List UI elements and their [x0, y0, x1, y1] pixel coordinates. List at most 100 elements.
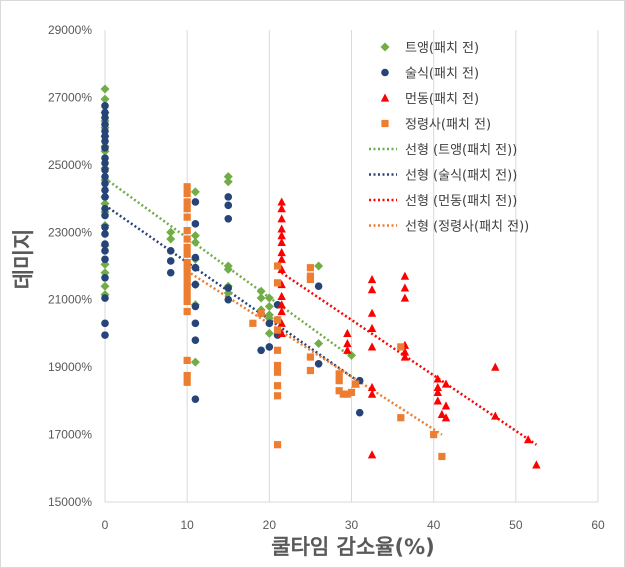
square-point	[183, 235, 191, 243]
triangle-point	[277, 291, 286, 300]
square-point	[306, 366, 315, 375]
diamond-point	[256, 293, 266, 303]
square-point	[306, 353, 315, 361]
square-point	[273, 382, 282, 390]
x-tick-label: 0	[102, 518, 109, 532]
square-point	[273, 361, 282, 370]
square-point	[183, 277, 191, 285]
diamond-point	[223, 177, 233, 187]
circle-point	[265, 319, 274, 328]
square-point	[183, 371, 191, 380]
legend-label: 선형 (정령사(패치 전))	[405, 220, 529, 235]
trendlines	[104, 177, 538, 446]
diamond-point	[166, 234, 176, 244]
legend-label: 술식(패치 전)	[405, 67, 479, 82]
circle-point	[224, 215, 233, 223]
square-point	[306, 275, 315, 284]
legend-circle-icon	[381, 68, 389, 77]
square-point	[183, 227, 191, 235]
circle-point	[191, 220, 200, 228]
triangle-point	[277, 264, 286, 273]
circle-point	[101, 319, 109, 328]
circle-point	[101, 179, 109, 188]
series-square	[183, 183, 446, 461]
legend-entry: 선형 (정령사(패치 전))	[369, 220, 529, 235]
triangle-point	[343, 328, 352, 338]
square-point	[183, 189, 191, 198]
x-tick-label: 50	[509, 518, 523, 532]
square-point	[430, 430, 438, 439]
diamond-point	[256, 286, 266, 296]
square-point	[273, 262, 282, 270]
circle-point	[166, 257, 175, 265]
legend-label: 선형 (술식(패치 전))	[405, 169, 517, 184]
circle-point	[101, 193, 109, 201]
square-point	[273, 326, 282, 334]
square-point	[183, 378, 191, 386]
triangle-point	[277, 231, 286, 240]
triangle-point	[367, 389, 377, 398]
y-tick-label: 21000%	[48, 293, 92, 307]
legend-entry: 먼동(패치 전)	[380, 92, 479, 107]
circle-point	[101, 166, 109, 174]
triangle-point	[433, 382, 442, 391]
triangle-point	[367, 323, 377, 332]
triangle-point	[343, 345, 352, 354]
y-tick-label: 15000%	[48, 495, 92, 509]
x-tick-label: 20	[263, 518, 277, 532]
legend-entry: 술식(패치 전)	[381, 67, 479, 82]
circle-point	[101, 240, 109, 248]
y-tick-label: 25000%	[48, 158, 92, 172]
square-point	[273, 279, 282, 287]
circle-point	[224, 284, 233, 292]
square-point	[335, 377, 343, 385]
diamond-point	[190, 187, 200, 197]
triangle-point	[400, 352, 410, 361]
triangle-point	[277, 328, 286, 338]
circle-point	[224, 201, 233, 210]
diamond-point	[264, 328, 274, 338]
x-tick-labels: 0 10 20 30 40 50 60	[102, 518, 605, 532]
triangle-point	[367, 274, 377, 284]
triangle-point	[367, 308, 377, 317]
legend-entry: 트앵(패치 전)	[380, 41, 479, 56]
circle-point	[101, 172, 109, 181]
square-point	[183, 250, 191, 258]
circle-point	[101, 294, 109, 302]
x-tick-label: 60	[591, 518, 605, 532]
diamond-point	[100, 84, 110, 94]
square-point	[339, 390, 347, 398]
circle-point	[101, 255, 109, 264]
circle-point	[101, 159, 109, 167]
triangle-point	[277, 197, 286, 206]
triangle-point	[433, 374, 442, 383]
square-point	[249, 319, 257, 327]
circle-point	[191, 198, 200, 206]
x-axis-title: 쿨타임 감소율(%)	[271, 535, 434, 559]
y-tick-label: 27000%	[48, 90, 92, 104]
square-point	[335, 370, 343, 378]
square-point	[273, 392, 282, 400]
triangle-point	[441, 413, 451, 422]
square-point	[183, 297, 191, 305]
triangle-point	[277, 224, 286, 233]
circle-point	[314, 359, 323, 368]
square-point	[273, 346, 282, 354]
y-axis-title: 데미지	[12, 229, 37, 290]
triangle-point	[277, 237, 286, 246]
square-point	[183, 284, 191, 292]
circle-point	[101, 137, 109, 146]
square-point	[183, 198, 191, 206]
circle-point	[101, 274, 109, 282]
square-point	[183, 307, 191, 316]
square-point	[273, 368, 282, 376]
triangle-point	[400, 347, 410, 356]
square-point	[352, 380, 360, 388]
legend-entry: 정령사(패치 전)	[381, 118, 491, 133]
triangle-point	[277, 248, 286, 257]
square-point	[335, 387, 343, 395]
x-tick-label: 10	[180, 518, 194, 532]
x-tick-label: 40	[427, 518, 441, 532]
